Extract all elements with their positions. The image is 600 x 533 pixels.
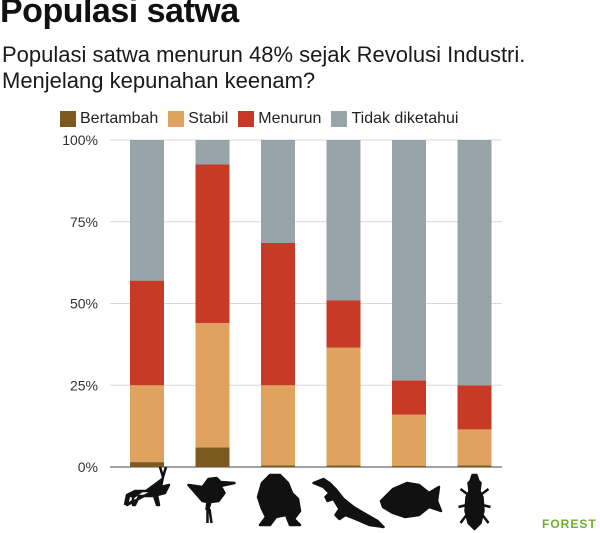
legend-label: Tidak diketahui: [351, 110, 459, 127]
bar-segment: [130, 462, 164, 467]
legend-swatch: [168, 111, 185, 127]
insect-icon: [458, 473, 491, 531]
legend-item-stabil: Stabil: [168, 110, 228, 128]
legend-label: Menurun: [258, 110, 322, 127]
fish-icon: [379, 481, 443, 519]
y-tick-label: 25%: [70, 377, 98, 393]
legend-item-menurun: Menurun: [238, 110, 321, 128]
bar-segment: [261, 465, 295, 467]
bar-segment: [457, 385, 492, 430]
bar-segment: [457, 465, 492, 467]
page-subtitle: Populasi satwa menurun 48% sejak Revolus…: [2, 42, 526, 93]
y-tick-label: 0%: [78, 459, 98, 475]
bar-segment: [130, 280, 164, 386]
bar-segment: [195, 447, 230, 467]
bar-segment: [195, 323, 230, 448]
lizard-icon-shape: [312, 477, 385, 529]
y-tick-label: 50%: [70, 296, 98, 312]
bar-segment: [326, 140, 361, 301]
bar-segment: [392, 380, 426, 415]
bird-icon-shape: [187, 476, 236, 524]
bar-segment: [326, 347, 361, 466]
bar-segment: [261, 385, 295, 466]
bar-segment: [326, 465, 361, 467]
legend-label: Bertambah: [80, 110, 159, 127]
bird-icon: [187, 476, 236, 524]
legend-swatch: [238, 111, 255, 127]
bar-segment: [392, 466, 426, 467]
insect-icon-shape: [458, 473, 491, 531]
y-tick-label: 75%: [70, 214, 98, 230]
legend-label: Stabil: [188, 110, 229, 127]
legend-item-bertambah: Bertambah: [60, 110, 158, 128]
bar-segment: [392, 414, 426, 467]
antelope-icon: [123, 466, 171, 507]
bar-segment: [261, 243, 295, 386]
legend-swatch: [331, 111, 348, 127]
bar-segment: [326, 300, 361, 348]
legend-item-tidak-diketahui: Tidak diketahui: [331, 110, 458, 128]
brand-logo: FOREST: [542, 517, 597, 531]
chart-legend: Bertambah Stabil Menurun Tidak diketahui: [60, 110, 468, 128]
bar-segment: [195, 140, 230, 165]
bar-segment: [457, 140, 492, 386]
frog-icon-shape: [256, 473, 302, 527]
antelope-icon-shape: [123, 466, 171, 507]
bar-segment: [195, 164, 230, 324]
frog-icon: [256, 473, 302, 527]
legend-swatch: [60, 111, 76, 127]
bar-segment: [457, 429, 492, 466]
bar-segment: [261, 140, 295, 244]
lizard-icon: [312, 477, 385, 529]
y-tick-label: 100%: [62, 132, 98, 148]
bar-segment: [392, 140, 426, 381]
bar-segment: [130, 385, 164, 463]
bar-segment: [130, 140, 164, 281]
page-title: Populasi satwa: [0, 0, 239, 30]
fish-icon-shape: [379, 481, 443, 519]
